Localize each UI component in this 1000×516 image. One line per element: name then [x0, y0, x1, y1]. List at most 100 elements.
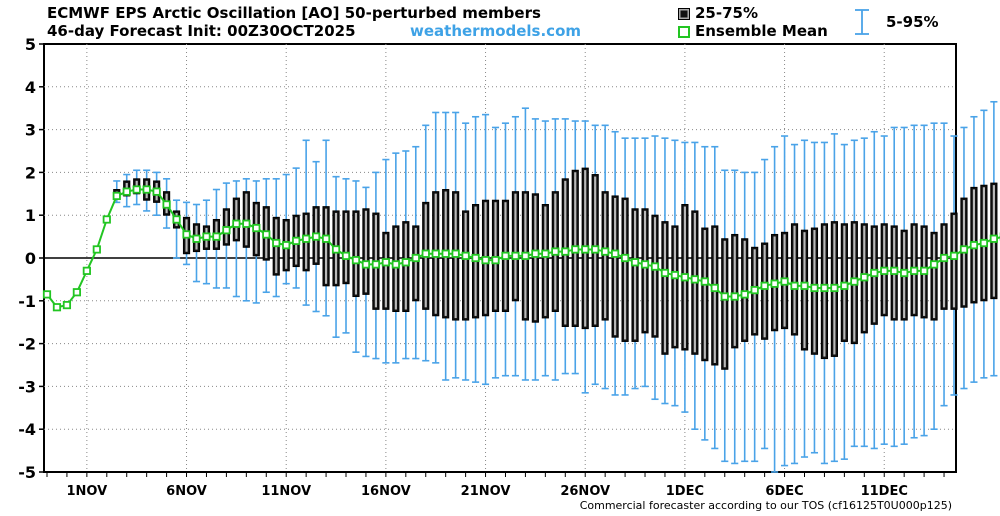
mean-marker	[441, 249, 450, 258]
legend-box-label: 25-75%	[695, 4, 759, 22]
mean-marker	[92, 245, 101, 254]
iqr-box-inner	[534, 195, 537, 321]
x-tick-label: 6NOV	[166, 484, 207, 499]
mean-marker	[551, 247, 560, 256]
mean-marker	[381, 258, 390, 267]
mean-marker	[571, 245, 580, 254]
mean-marker	[112, 191, 121, 201]
mean-marker	[840, 281, 849, 290]
iqr-box-inner	[514, 193, 517, 299]
y-tick-label: 1	[25, 206, 36, 225]
legend-range-label: 5-95%	[886, 13, 939, 31]
mean-marker	[591, 245, 600, 254]
mean-marker	[601, 247, 610, 256]
mean-marker	[471, 253, 480, 263]
chart-title: ECMWF EPS Arctic Oscillation [AO] 50-per…	[47, 4, 541, 22]
legend-mean-label: Ensemble Mean	[695, 22, 828, 40]
iqr-box-inner	[404, 223, 407, 310]
mean-marker	[920, 266, 929, 275]
y-tick-label: -5	[18, 463, 36, 482]
iqr-box-inner	[604, 193, 607, 319]
mean-marker	[680, 273, 689, 282]
x-tick-label: 26NOV	[560, 484, 610, 499]
mean-marker	[561, 247, 570, 256]
x-tick-label: 11NOV	[261, 484, 311, 499]
iqr-box-inner	[364, 210, 368, 293]
iqr-box-inner	[733, 236, 736, 346]
mean-marker	[421, 249, 430, 258]
iqr-box-inner	[245, 193, 248, 246]
mean-marker	[331, 245, 341, 254]
iqr-box-inner	[614, 197, 617, 336]
mean-marker	[730, 292, 739, 301]
mean-marker	[890, 266, 899, 275]
iqr-box-inner	[384, 234, 387, 308]
iqr-box-inner	[643, 210, 647, 331]
mean-marker	[262, 230, 271, 239]
mean-marker	[880, 266, 889, 275]
mean-marker	[820, 283, 829, 293]
iqr-box-inner	[932, 234, 936, 319]
mean-marker	[162, 200, 171, 209]
mean-marker	[949, 251, 959, 260]
mean-marker	[302, 234, 311, 243]
mean-marker	[860, 273, 869, 282]
iqr-box-inner	[793, 225, 796, 334]
mean-marker	[620, 253, 630, 263]
iqr-box-inner	[494, 202, 497, 310]
mean-marker	[132, 185, 141, 194]
y-tick-label: -3	[18, 377, 36, 396]
mean-marker	[232, 219, 241, 228]
mean-marker	[810, 283, 819, 293]
mean-marker	[750, 285, 759, 295]
mean-marker	[770, 279, 779, 288]
iqr-box-inner	[394, 227, 397, 310]
mean-marker	[630, 258, 640, 267]
mean-marker	[760, 281, 769, 290]
mean-marker	[461, 251, 470, 260]
mean-marker	[182, 230, 191, 239]
mean-marker	[541, 249, 550, 258]
mean-marker	[292, 236, 301, 245]
y-tick-label: -2	[18, 335, 36, 354]
mean-marker	[511, 251, 520, 260]
mean-marker	[72, 288, 81, 297]
iqr-box-inner	[952, 215, 956, 308]
x-tick-label: 21NOV	[461, 484, 511, 499]
mean-marker	[660, 268, 670, 278]
mean-marker	[371, 260, 381, 269]
mean-marker	[830, 283, 839, 293]
mean-marker	[989, 234, 998, 243]
mean-marker	[42, 290, 52, 299]
legend-box-swatch	[678, 8, 690, 20]
mean-marker	[939, 253, 949, 263]
iqr-box-inner	[235, 200, 238, 239]
mean-marker	[670, 271, 680, 280]
x-tick-label: 6DEC	[765, 484, 803, 499]
mean-marker	[900, 268, 909, 278]
mean-marker	[361, 260, 371, 269]
mean-marker	[451, 249, 460, 258]
iqr-box-inner	[673, 227, 677, 346]
iqr-box-inner	[354, 212, 358, 295]
mean-marker	[979, 238, 989, 248]
iqr-box-inner	[713, 227, 716, 363]
mean-marker	[969, 241, 979, 250]
mean-marker	[102, 215, 111, 224]
x-tick-label: 1NOV	[67, 484, 108, 499]
iqr-box-inner	[703, 230, 706, 359]
x-tick-label: 1DEC	[666, 484, 704, 499]
mean-marker	[740, 290, 749, 299]
mean-marker	[611, 249, 620, 258]
mean-marker	[929, 260, 939, 269]
x-tick-label: 11DEC	[861, 484, 908, 499]
mean-marker	[341, 251, 351, 260]
iqr-box-inner	[623, 200, 627, 340]
mean-marker	[62, 300, 72, 310]
brand-link[interactable]: weathermodels.com	[410, 22, 582, 40]
mean-marker	[82, 266, 91, 275]
iqr-box-inner	[803, 232, 806, 349]
mean-marker	[252, 223, 261, 233]
mean-marker	[521, 251, 530, 260]
